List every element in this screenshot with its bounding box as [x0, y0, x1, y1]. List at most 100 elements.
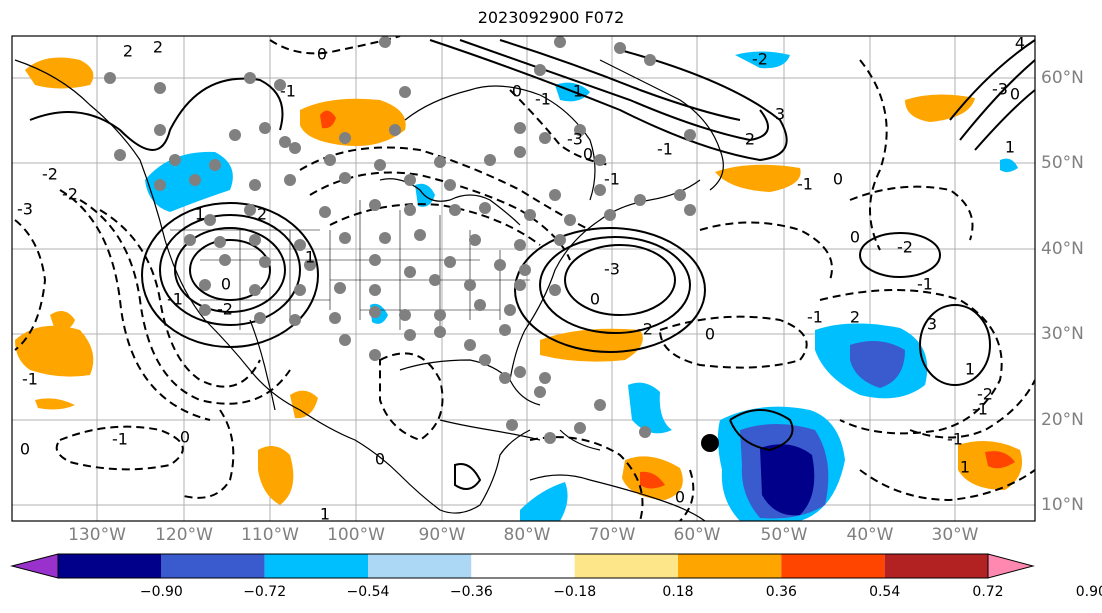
contour-label: -2	[637, 320, 653, 339]
latitude-label: 50°N	[1041, 153, 1084, 173]
station-dot	[506, 419, 518, 431]
station-dot	[404, 329, 416, 341]
station-dot	[514, 146, 526, 158]
contour-label: 0	[221, 275, 231, 294]
station-dot	[169, 154, 181, 166]
contour-label: -1	[535, 90, 551, 109]
station-dot	[304, 259, 316, 271]
colorbar-min-extend	[10, 553, 59, 579]
station-dot	[674, 189, 686, 201]
colorbar-tick-label: −0.18	[553, 584, 597, 600]
contour-label: 4	[1015, 34, 1025, 53]
colorbar-tick-label: −0.54	[346, 584, 390, 600]
contour-label: 0	[20, 440, 30, 459]
contour-label: 2	[850, 308, 860, 327]
station-dot	[434, 326, 446, 338]
station-dot	[434, 309, 446, 321]
contour-label: -3	[567, 130, 583, 149]
station-dot	[369, 306, 381, 318]
contour-label: -1	[604, 170, 620, 189]
station-dot	[644, 54, 656, 66]
station-dot	[104, 72, 116, 84]
station-dot	[469, 234, 481, 246]
station-dot	[494, 259, 506, 271]
station-dot	[244, 204, 256, 216]
longitude-label: 40°W	[846, 525, 894, 545]
colorbar-cell	[58, 554, 162, 578]
station-dot	[154, 179, 166, 191]
station-dot	[339, 334, 351, 346]
station-dot	[259, 122, 271, 134]
contour-label: 0	[833, 170, 843, 189]
station-dot	[319, 206, 331, 218]
colorbar-tick-label: 0.18	[662, 584, 694, 600]
contour-label: -2	[42, 165, 58, 184]
station-dot	[594, 184, 606, 196]
contour-label: -3	[992, 80, 1008, 99]
station-dot	[209, 159, 221, 171]
colorbar-tick-label: 0.72	[972, 584, 1004, 600]
station-dot	[369, 349, 381, 361]
contour-label: 1	[305, 248, 315, 267]
station-dot	[514, 122, 526, 134]
positive-anomaly-shading	[15, 57, 1023, 505]
contour-label: 0	[583, 145, 593, 164]
contour-label: 0	[590, 290, 600, 309]
station-dot	[259, 256, 271, 268]
contour-label: 2	[153, 38, 163, 57]
contour-label: -1	[807, 308, 823, 327]
contour-label: 1	[960, 458, 970, 477]
station-dot	[444, 179, 456, 191]
map-frame	[11, 35, 1036, 522]
station-dot	[399, 309, 411, 321]
station-dot	[189, 174, 201, 186]
station-dot	[514, 279, 526, 291]
contour-label: 2	[257, 205, 267, 224]
station-dot	[479, 202, 491, 214]
latitude-label: 30°N	[1041, 324, 1084, 344]
longitude-label: 100°W	[327, 525, 385, 545]
station-dot	[294, 284, 306, 296]
contour-label: 0	[705, 325, 715, 344]
colorbar-cell	[884, 554, 988, 578]
solid-contours	[29, 39, 1035, 490]
coastlines	[14, 59, 724, 521]
station-dot	[539, 132, 551, 144]
weather-map: 2 2 0-11-2-3-220-11-2-30-2 0-1 2 31-20-2-1-3 0…	[11, 34, 1036, 522]
longitude-label: 80°W	[503, 525, 551, 545]
contour-label: 3	[927, 315, 937, 334]
station-dot	[199, 304, 211, 316]
station-dot	[274, 79, 286, 91]
station-dot	[199, 279, 211, 291]
station-dot	[289, 142, 301, 154]
station-dot	[594, 154, 606, 166]
station-markers	[104, 36, 696, 444]
station-dot	[404, 266, 416, 278]
map-title: 2023092900 F072	[477, 8, 625, 27]
colorbar	[10, 553, 1035, 579]
contour-labels: 2 2 0-11-2-3-220-11-2-30-2 0-1 2 31-20-2-1-3 0…	[17, 34, 1025, 521]
station-dot	[369, 254, 381, 266]
station-dot	[404, 204, 416, 216]
station-dot	[279, 136, 291, 148]
station-dot	[464, 279, 476, 291]
station-dot	[324, 154, 336, 166]
station-dot	[294, 239, 306, 251]
station-dot	[504, 304, 516, 316]
station-dot	[339, 132, 351, 144]
station-dot	[399, 86, 411, 98]
colorbar-cell	[781, 554, 885, 578]
longitude-label: 60°W	[673, 525, 721, 545]
colorbar-tick-label: −0.72	[243, 584, 287, 600]
colorbar-cell	[678, 554, 782, 578]
contour-label: 1	[1005, 138, 1015, 157]
station-dot	[554, 36, 566, 48]
longitude-label: 70°W	[588, 525, 636, 545]
station-dot	[684, 204, 696, 216]
station-dot	[534, 64, 546, 76]
station-dot	[534, 386, 546, 398]
contour-label: 0	[675, 488, 685, 507]
latitude-label: 60°N	[1041, 68, 1084, 88]
colorbar-max-extend	[987, 553, 1035, 579]
contour-label: -1	[917, 275, 933, 294]
